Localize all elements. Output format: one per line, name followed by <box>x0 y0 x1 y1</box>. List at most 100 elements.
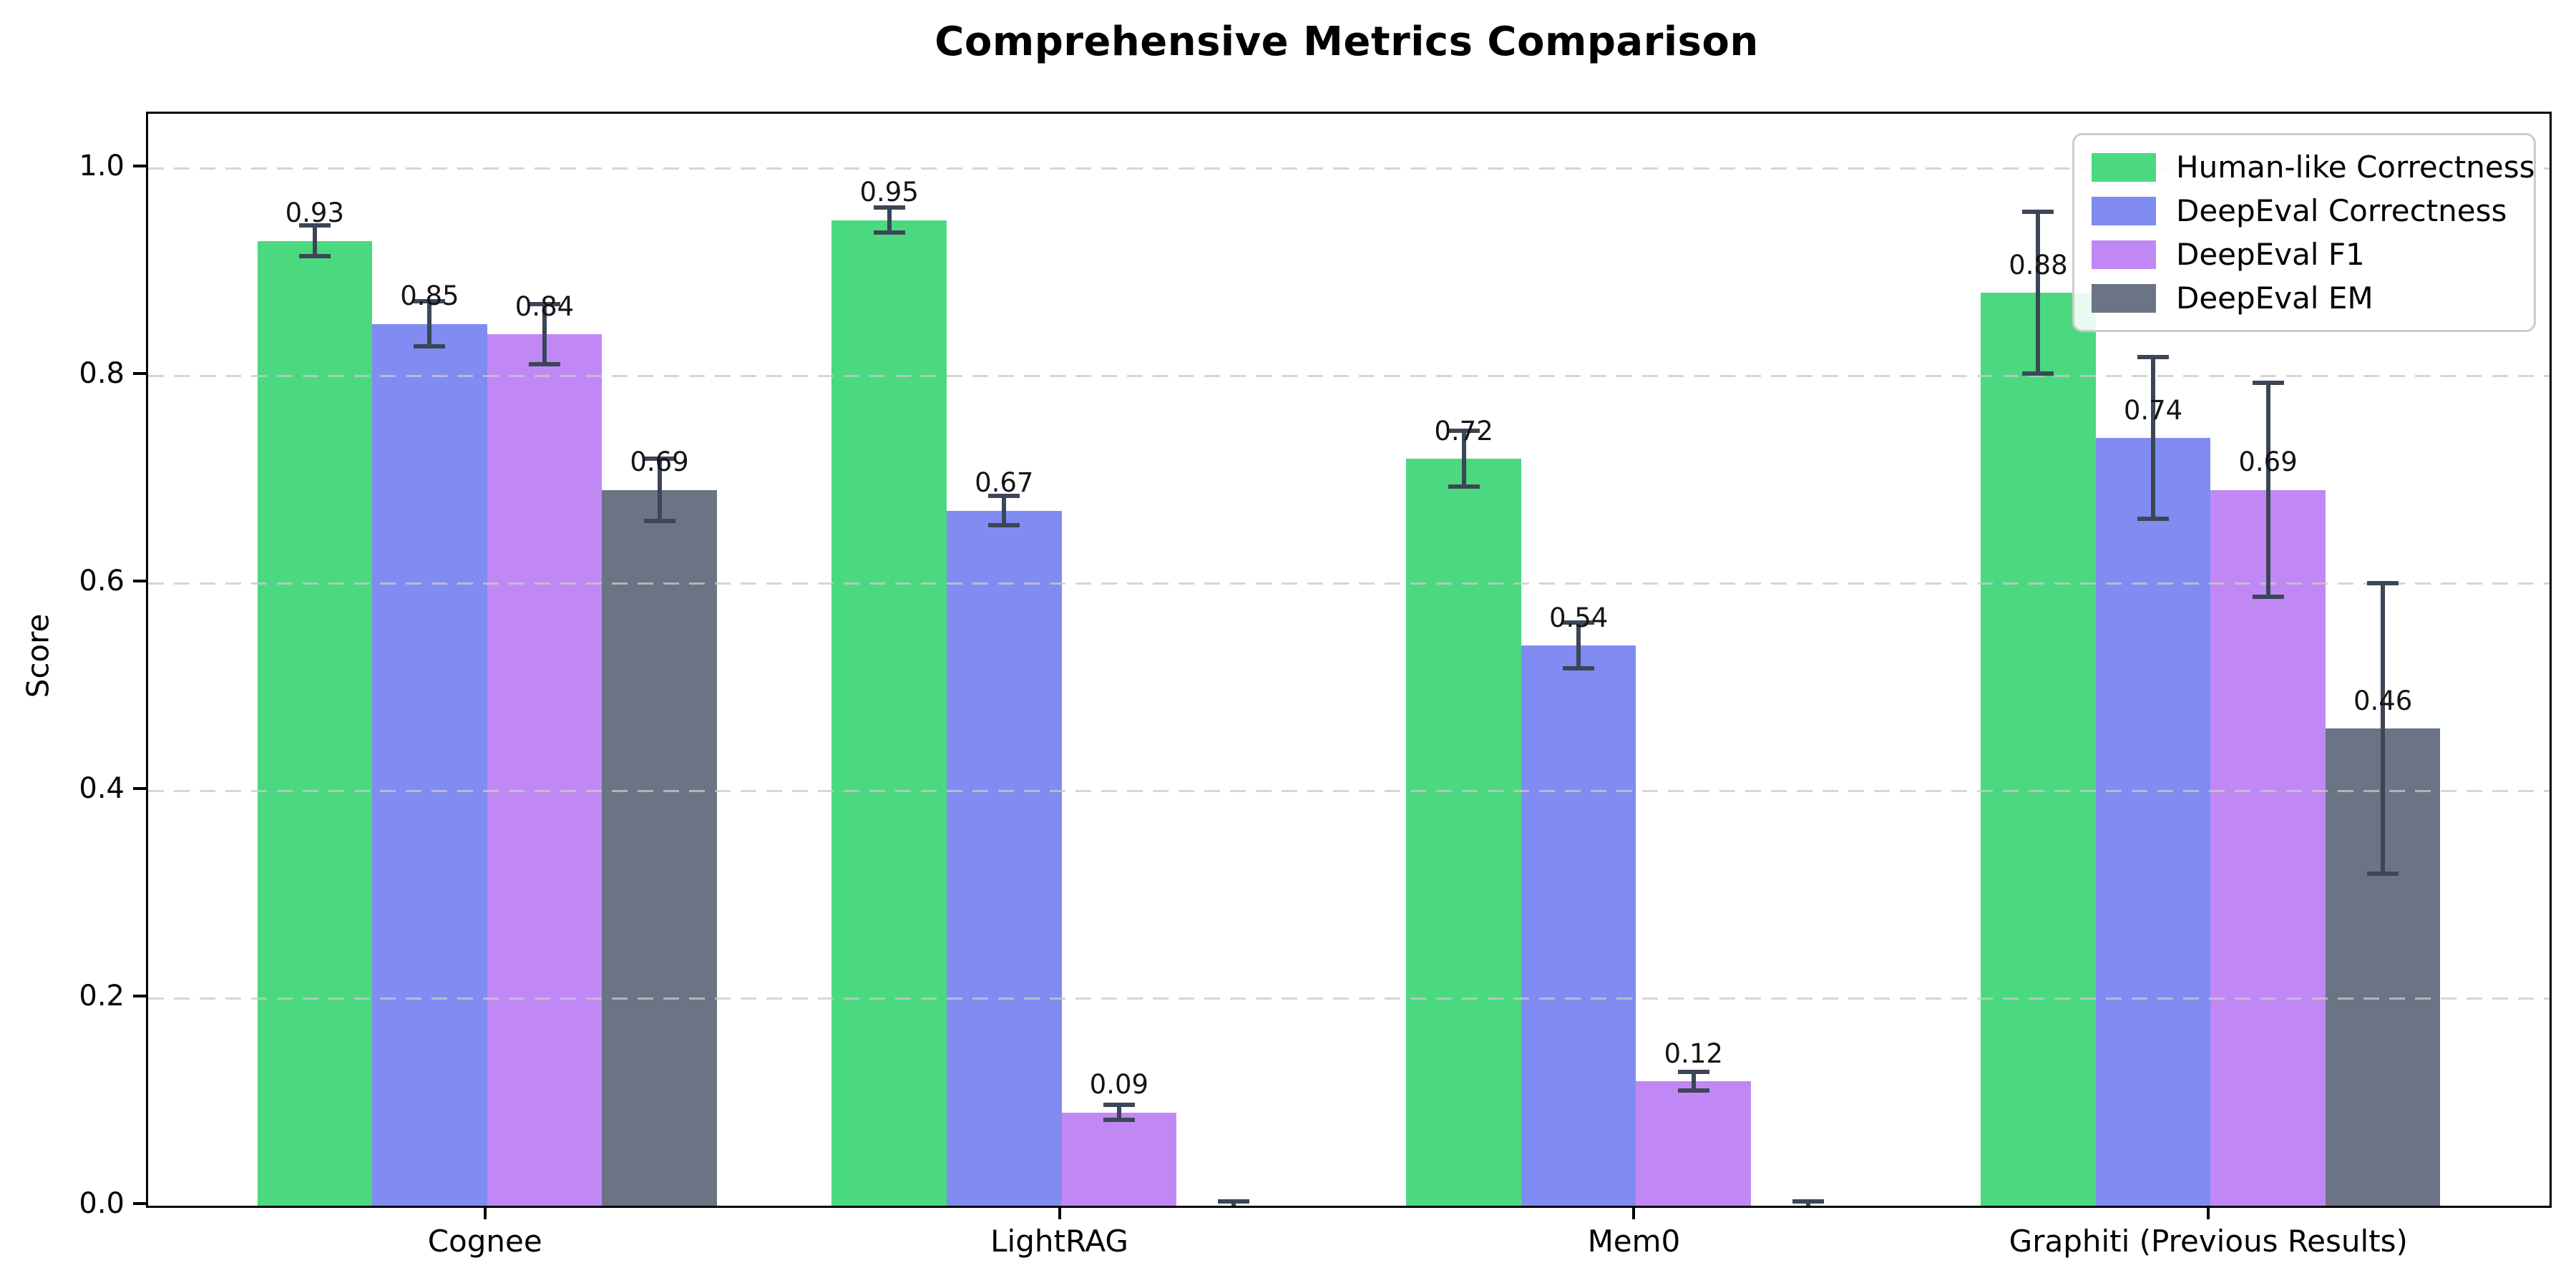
error-bar-cap-top <box>988 494 1020 499</box>
error-bar <box>2151 356 2156 519</box>
error-bar-cap-top <box>1218 1199 1250 1204</box>
error-bar <box>427 301 432 347</box>
legend-item: Human-like Correctness <box>2092 150 2535 185</box>
y-tick-label: 1.0 <box>79 150 125 182</box>
bar-value-label: 0.88 <box>2009 249 2068 280</box>
bar-mem0-series-1 <box>1521 645 1636 1206</box>
error-bar-cap-top <box>1677 1069 1709 1074</box>
error-bar-cap-bottom <box>414 344 446 349</box>
error-bar-cap-bottom <box>1677 1088 1709 1093</box>
y-tick-mark <box>133 995 146 997</box>
bar-cognee-series-1 <box>372 323 487 1206</box>
bar-value-label: 0.84 <box>514 291 575 322</box>
error-bar <box>542 303 547 365</box>
error-bar <box>2265 383 2270 597</box>
error-bar-cap-bottom <box>2367 872 2399 876</box>
bar-value-label: 0.74 <box>2123 394 2183 426</box>
error-bar-cap-bottom <box>2137 517 2170 522</box>
bar-graphiti-previous-results--series-0 <box>1981 293 2096 1206</box>
y-axis-label: Score <box>20 613 56 698</box>
x-tick-mark <box>1632 1206 1636 1219</box>
error-bar-cap-bottom <box>643 519 675 523</box>
y-tick-label: 0.2 <box>79 980 125 1013</box>
bar-cognee-series-0 <box>257 240 373 1206</box>
error-bar-cap-bottom <box>2252 594 2284 599</box>
legend: Human-like Correctness DeepEval Correctne… <box>2072 133 2536 332</box>
bar-value-label: 0.69 <box>2238 447 2298 478</box>
error-bar-cap-bottom <box>1448 484 1480 489</box>
error-bar-cap-bottom <box>298 254 331 259</box>
legend-label: DeepEval EM <box>2176 280 2373 316</box>
error-bar-cap-bottom <box>988 522 1020 527</box>
bar-graphiti-previous-results--series-1 <box>2095 438 2211 1206</box>
error-bar-cap-bottom <box>1103 1117 1135 1122</box>
error-bar-cap-top <box>873 205 905 210</box>
y-tick-label: 0.8 <box>79 357 125 390</box>
error-bar-cap-top <box>1103 1103 1135 1108</box>
error-bar <box>1002 496 1007 525</box>
bar-value-label: 0.67 <box>975 467 1034 499</box>
bar-lightrag-series-0 <box>831 220 947 1206</box>
error-bar-cap-top <box>1448 428 1480 433</box>
error-bar-cap-top <box>298 223 331 228</box>
y-tick-mark <box>133 787 146 790</box>
chart-title: Comprehensive Metrics Comparison <box>935 19 1759 65</box>
error-bar <box>1116 1105 1121 1120</box>
error-bar-cap-top <box>643 457 675 461</box>
error-bar-cap-bottom <box>528 362 560 367</box>
error-bar-cap-bottom <box>1563 665 1595 670</box>
legend-swatch <box>2092 283 2156 313</box>
y-tick-label: 0.4 <box>79 772 125 805</box>
y-tick-mark <box>133 165 146 167</box>
bar-lightrag-series-2 <box>1061 1112 1177 1206</box>
error-bar-cap-top <box>1792 1199 1825 1204</box>
error-bar <box>2036 211 2041 374</box>
error-bar <box>887 208 892 233</box>
x-tick-mark <box>1058 1206 1061 1219</box>
error-bar-cap-top <box>2137 354 2170 359</box>
bar-value-label: 0.85 <box>400 280 459 312</box>
bar-value-label: 0.72 <box>1434 415 1493 447</box>
y-tick-mark <box>133 580 146 582</box>
error-bar <box>1461 430 1466 487</box>
bar-value-label: 0.12 <box>1664 1038 1723 1069</box>
legend-label: DeepEval Correctness <box>2176 193 2507 228</box>
bar-cognee-series-3 <box>602 489 717 1206</box>
error-bar-cap-bottom <box>2022 371 2054 376</box>
legend-item: DeepEval Correctness <box>2092 193 2517 228</box>
y-tick-mark <box>133 1202 146 1205</box>
error-bar-cap-top <box>414 298 446 303</box>
error-bar-cap-top <box>528 301 560 306</box>
error-bar-cap-top <box>2252 381 2284 386</box>
legend-label: DeepEval F1 <box>2176 237 2365 272</box>
error-bar <box>2381 583 2386 874</box>
x-tick-mark <box>2207 1206 2210 1219</box>
bar-value-label: 0.93 <box>285 197 345 229</box>
legend-item: DeepEval F1 <box>2092 237 2517 272</box>
error-bar <box>657 459 662 521</box>
x-tick-label: Mem0 <box>1587 1224 1681 1259</box>
y-tick-label: 0.6 <box>79 565 125 597</box>
error-bar-cap-top <box>2022 209 2054 214</box>
bar-value-label: 0.09 <box>1089 1069 1149 1101</box>
x-tick-label: Graphiti (Previous Results) <box>2009 1224 2408 1259</box>
bar-lightrag-series-1 <box>946 510 1062 1206</box>
error-bar <box>312 225 317 257</box>
error-bar-cap-top <box>1563 620 1595 625</box>
error-bar-cap-bottom <box>873 230 905 235</box>
legend-label: Human-like Correctness <box>2176 150 2535 185</box>
bar-value-label: 0.46 <box>2353 685 2413 716</box>
legend-swatch <box>2092 240 2156 269</box>
bar-graphiti-previous-results--series-2 <box>2210 489 2326 1206</box>
bar-value-label: 0.54 <box>1548 602 1609 633</box>
x-tick-mark <box>483 1206 487 1219</box>
legend-swatch <box>2092 152 2156 182</box>
bar-value-label: 0.95 <box>859 177 919 208</box>
bar-value-label: 0.69 <box>630 447 689 478</box>
x-tick-label: Cognee <box>427 1224 542 1259</box>
legend-item: DeepEval EM <box>2092 280 2517 316</box>
legend-swatch <box>2092 196 2156 225</box>
error-bar <box>1576 623 1581 668</box>
error-bar <box>1691 1071 1696 1091</box>
